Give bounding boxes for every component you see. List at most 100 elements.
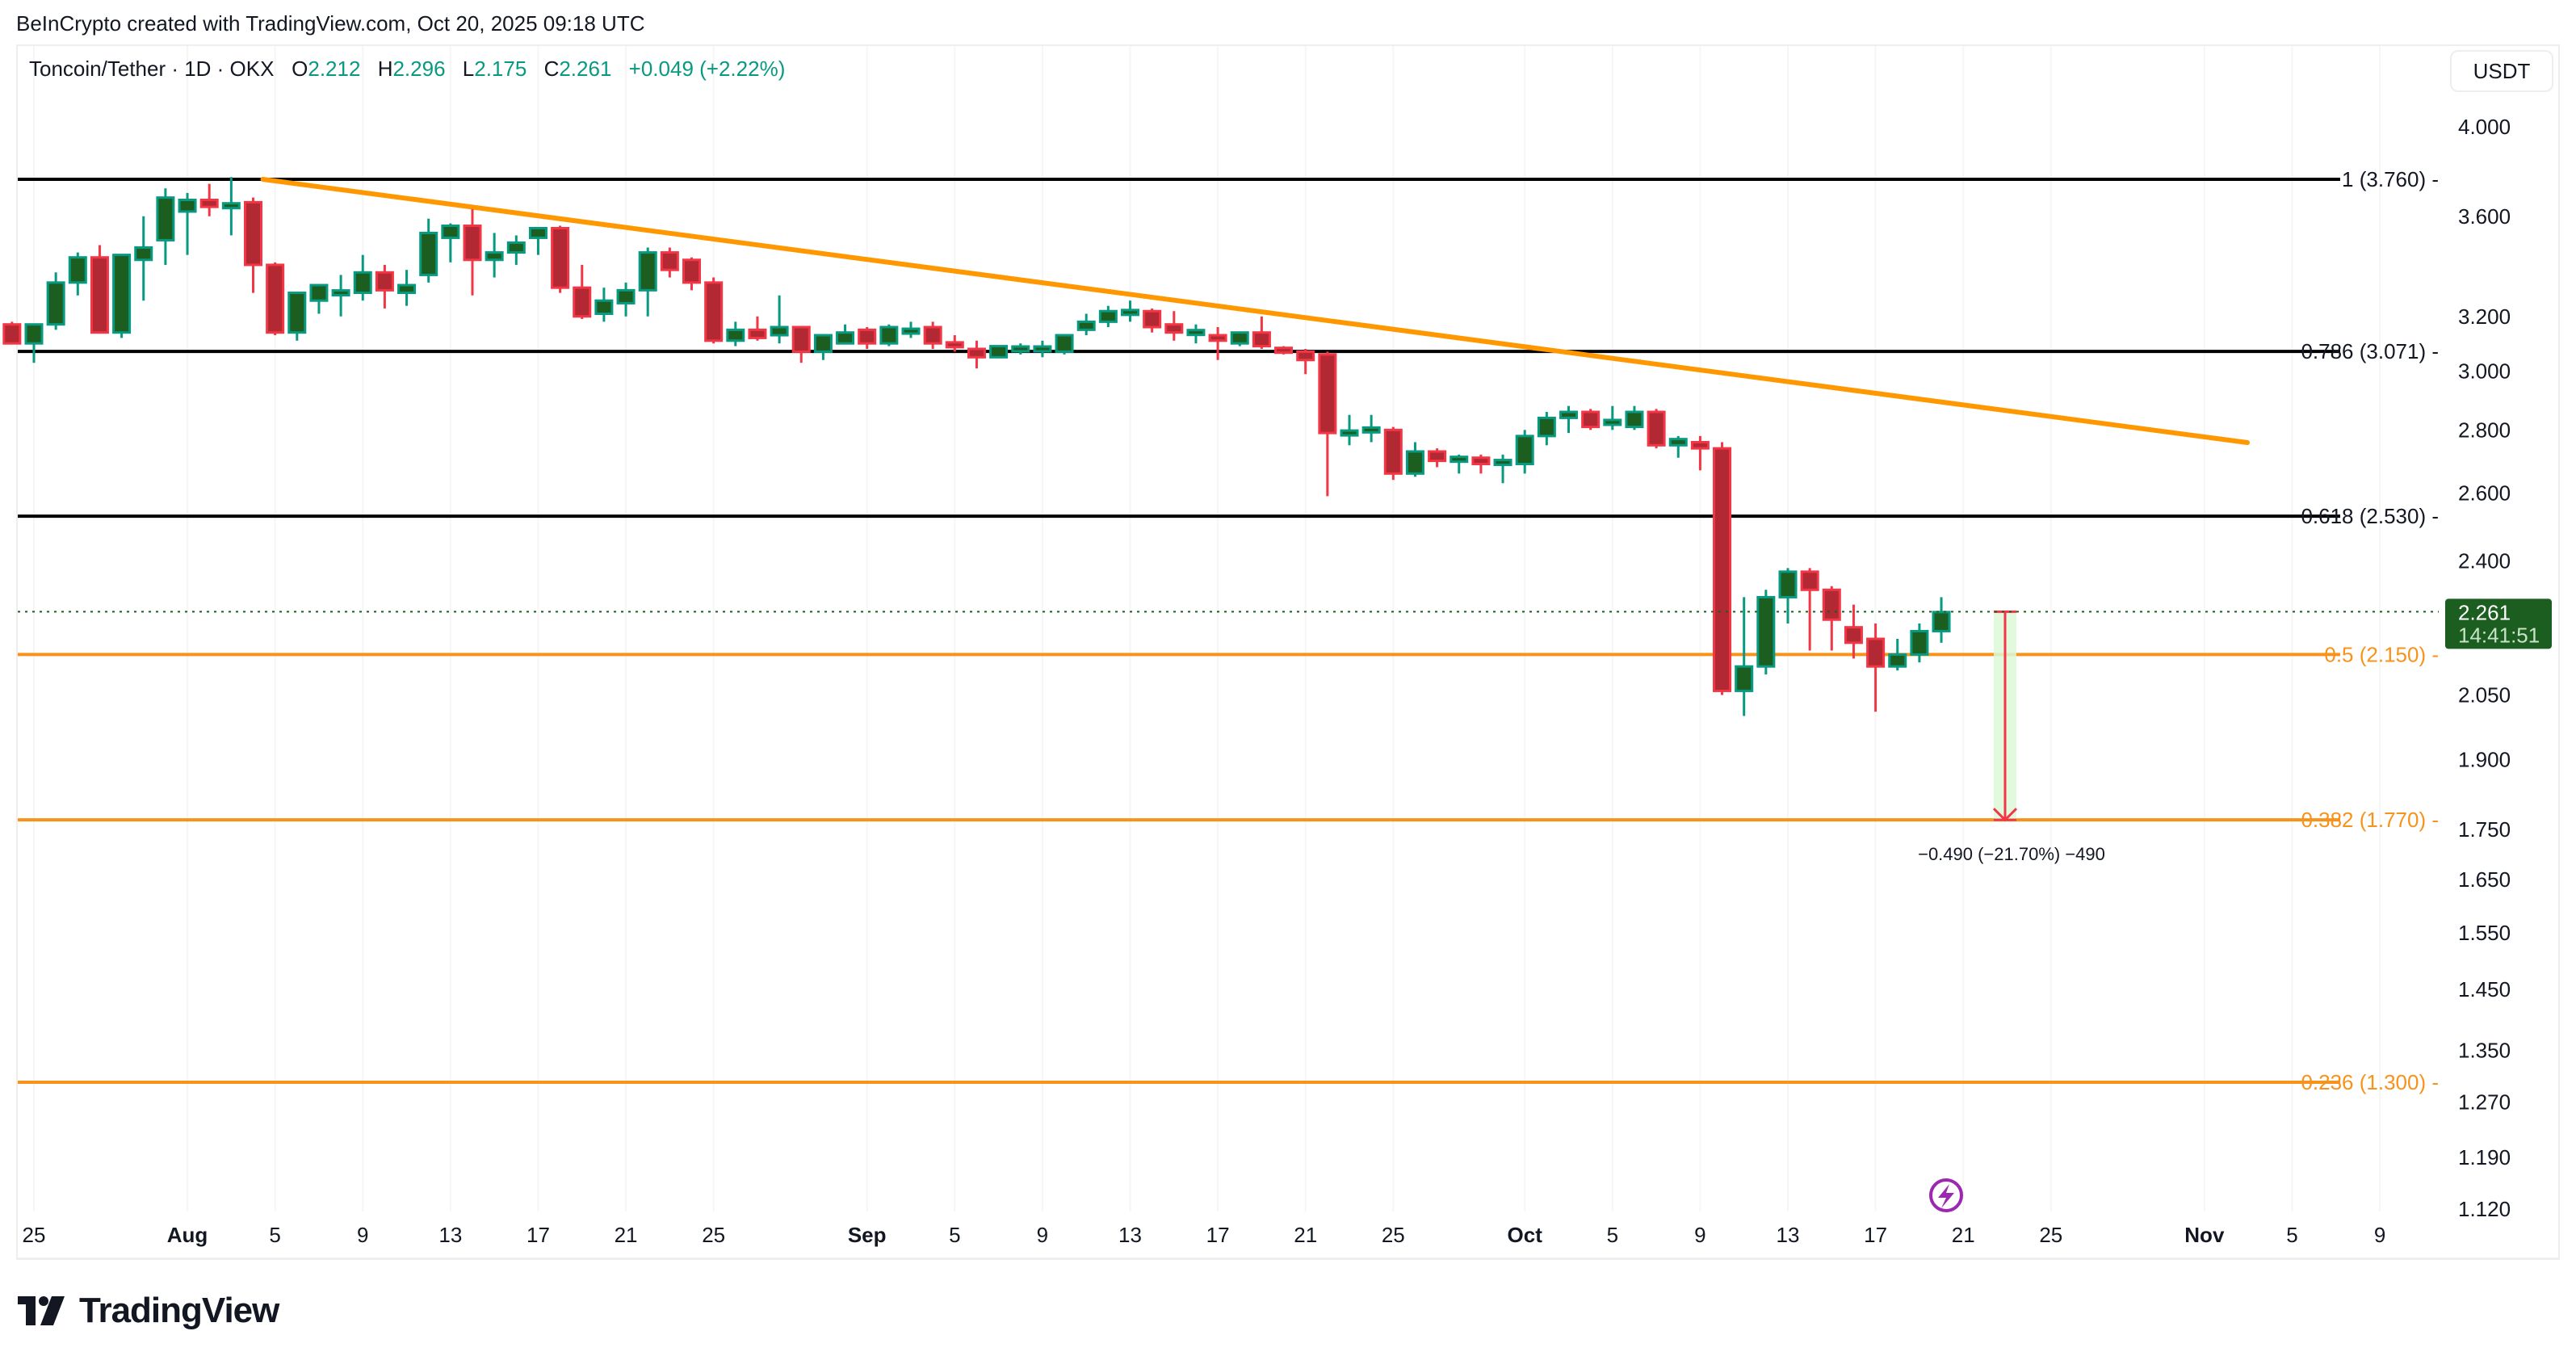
candle-down (1143, 308, 1162, 333)
candle-down (1800, 568, 1819, 651)
candle-up (1011, 343, 1030, 355)
time-tick-label: 9 (357, 1223, 368, 1247)
candle-down (1581, 409, 1601, 430)
price-tag-bg (2445, 598, 2552, 649)
candle-body (156, 196, 175, 241)
candle-body (1537, 416, 1556, 438)
candle-body (1296, 350, 1315, 362)
price-tick-label: 1.270 (2458, 1090, 2511, 1115)
candle-down (266, 262, 285, 336)
candle-up (309, 283, 329, 314)
candle-up (287, 292, 307, 341)
candle-body (551, 227, 570, 289)
candle-body (221, 202, 241, 210)
price-tick-label: 2.400 (2458, 549, 2511, 573)
candle-body (1910, 629, 1929, 656)
price-tick-label: 2.600 (2458, 481, 2511, 505)
candle-body (1405, 450, 1424, 475)
candle-body (1033, 345, 1052, 353)
price-tag-countdown: 14:41:51 (2458, 623, 2540, 647)
symbol-legend: Toncoin/Tether · 1D · OKX O2.212 H2.296 … (29, 57, 796, 82)
time-tick-label: 25 (1382, 1223, 1405, 1247)
tradingview-logo[interactable]: TradingView (18, 1291, 279, 1331)
lightning-icon (1938, 1184, 1954, 1208)
time-tick-label: 17 (1864, 1223, 1887, 1247)
candle-body (1361, 426, 1381, 434)
price-tick-label: 1.450 (2458, 977, 2511, 1001)
candle-up (156, 188, 175, 265)
candle-body (1055, 334, 1074, 353)
candle-body (1888, 653, 1907, 668)
candle-body (967, 347, 986, 359)
time-tick-label: 9 (1694, 1223, 1705, 1247)
candle-body (704, 281, 724, 342)
time-tick-label: 13 (1777, 1223, 1800, 1247)
candle-down (1318, 351, 1337, 497)
candle-body (1208, 334, 1227, 342)
candle-down (923, 321, 942, 350)
candle-down (682, 257, 701, 291)
candle-body (1428, 450, 1447, 463)
descending-trendline[interactable] (260, 177, 2250, 445)
candle-down (660, 247, 679, 278)
candle-up (1537, 412, 1556, 446)
candle-up (1186, 324, 1206, 344)
candle-body (24, 323, 44, 345)
candle-body (266, 263, 285, 334)
candle-down (551, 225, 570, 293)
candle-body (1559, 410, 1578, 419)
candle-up (1932, 597, 1951, 643)
candle-body (1756, 595, 1776, 668)
candle-down (90, 245, 109, 334)
candle-up (1888, 639, 1907, 671)
candle-body (682, 258, 701, 284)
candle-body (397, 283, 417, 295)
candle-up (1493, 454, 1512, 484)
candle-up (1361, 414, 1381, 443)
candle-up (1230, 331, 1249, 346)
candle-down (244, 197, 262, 293)
candle-body (1932, 611, 1951, 632)
time-tick-label: 17 (527, 1223, 550, 1247)
fib-label-0.382: 0.382 (1.770) - (2301, 808, 2439, 832)
candle-up (616, 282, 636, 317)
candle-up (1121, 300, 1139, 322)
candle-up (485, 233, 504, 278)
event-marker[interactable] (1929, 1178, 1963, 1212)
candle-down (967, 340, 986, 369)
candle-body (1866, 637, 1886, 668)
candle-body (836, 331, 855, 345)
candle-body (419, 231, 438, 276)
measure-label: −0.490 (−21.70%) −490 (1918, 844, 2105, 864)
time-axis[interactable]: 25 Aug 5 9 13 17 21 25 Sep 5 9 13 17 21 25 Oct 5 9 13 17 21 2… (18, 1223, 2558, 1259)
symbol-name[interactable]: Toncoin/Tether · 1D · OKX (29, 57, 275, 81)
price-tick-label: 1.550 (2458, 921, 2511, 945)
price-tick-label: 3.200 (2458, 304, 2511, 329)
price-axis[interactable]: 4.000 3.600 3.200 3.000 2.800 2.600 2.400 2.050… (2445, 115, 2552, 1221)
candle-body (1274, 346, 1294, 355)
time-tick-label: 13 (438, 1223, 462, 1247)
candle-up (1055, 334, 1074, 355)
candle-down (1844, 604, 1863, 659)
candle-up (112, 254, 132, 338)
candle-body (1383, 428, 1403, 475)
candle-up (1625, 405, 1644, 430)
candle-body (1515, 435, 1534, 466)
candle-up (134, 216, 153, 301)
candle-body (287, 292, 307, 334)
currency-button[interactable]: USDT (2450, 50, 2553, 92)
price-tick-label: 1.120 (2458, 1197, 2511, 1221)
time-tick-label: 13 (1118, 1223, 1142, 1247)
candle-body (1800, 570, 1819, 591)
price-tick-label: 1.650 (2458, 867, 2511, 892)
candle-up (813, 334, 833, 360)
fib-label-0.5: 0.5 (2.150) - (2324, 642, 2439, 666)
candle-body (770, 325, 789, 337)
open-label: O (292, 57, 308, 81)
candle-body (1318, 353, 1337, 435)
candle-body (90, 256, 109, 334)
candle-body (485, 251, 504, 262)
candle-body (309, 283, 329, 302)
candle-body (1690, 440, 1710, 450)
